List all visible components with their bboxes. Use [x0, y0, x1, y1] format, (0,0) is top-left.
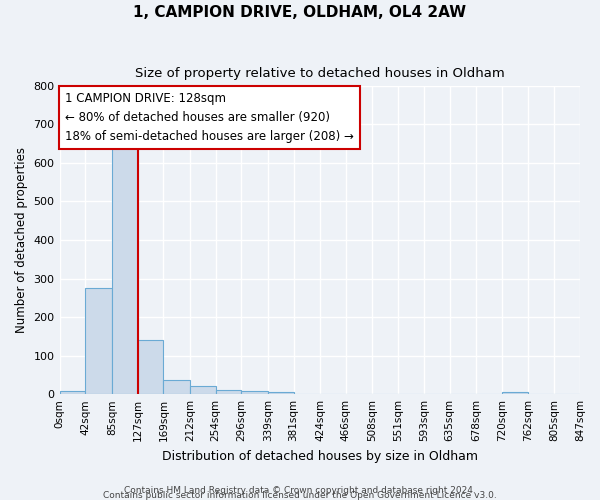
Bar	[112, 146, 137, 394]
Bar	[59, 391, 85, 394]
Bar	[137, 340, 163, 394]
Bar	[241, 391, 268, 394]
Bar	[502, 392, 528, 394]
Bar	[268, 392, 293, 394]
X-axis label: Distribution of detached houses by size in Oldham: Distribution of detached houses by size …	[162, 450, 478, 462]
Bar	[85, 288, 112, 394]
Y-axis label: Number of detached properties: Number of detached properties	[15, 147, 28, 333]
Bar	[215, 390, 241, 394]
Bar	[163, 380, 190, 394]
Title: Size of property relative to detached houses in Oldham: Size of property relative to detached ho…	[135, 68, 505, 80]
Text: Contains HM Land Registry data © Crown copyright and database right 2024.: Contains HM Land Registry data © Crown c…	[124, 486, 476, 495]
Text: 1, CAMPION DRIVE, OLDHAM, OL4 2AW: 1, CAMPION DRIVE, OLDHAM, OL4 2AW	[133, 5, 467, 20]
Text: Contains public sector information licensed under the Open Government Licence v3: Contains public sector information licen…	[103, 491, 497, 500]
Bar	[190, 386, 215, 394]
Text: 1 CAMPION DRIVE: 128sqm
← 80% of detached houses are smaller (920)
18% of semi-d: 1 CAMPION DRIVE: 128sqm ← 80% of detache…	[65, 92, 353, 143]
